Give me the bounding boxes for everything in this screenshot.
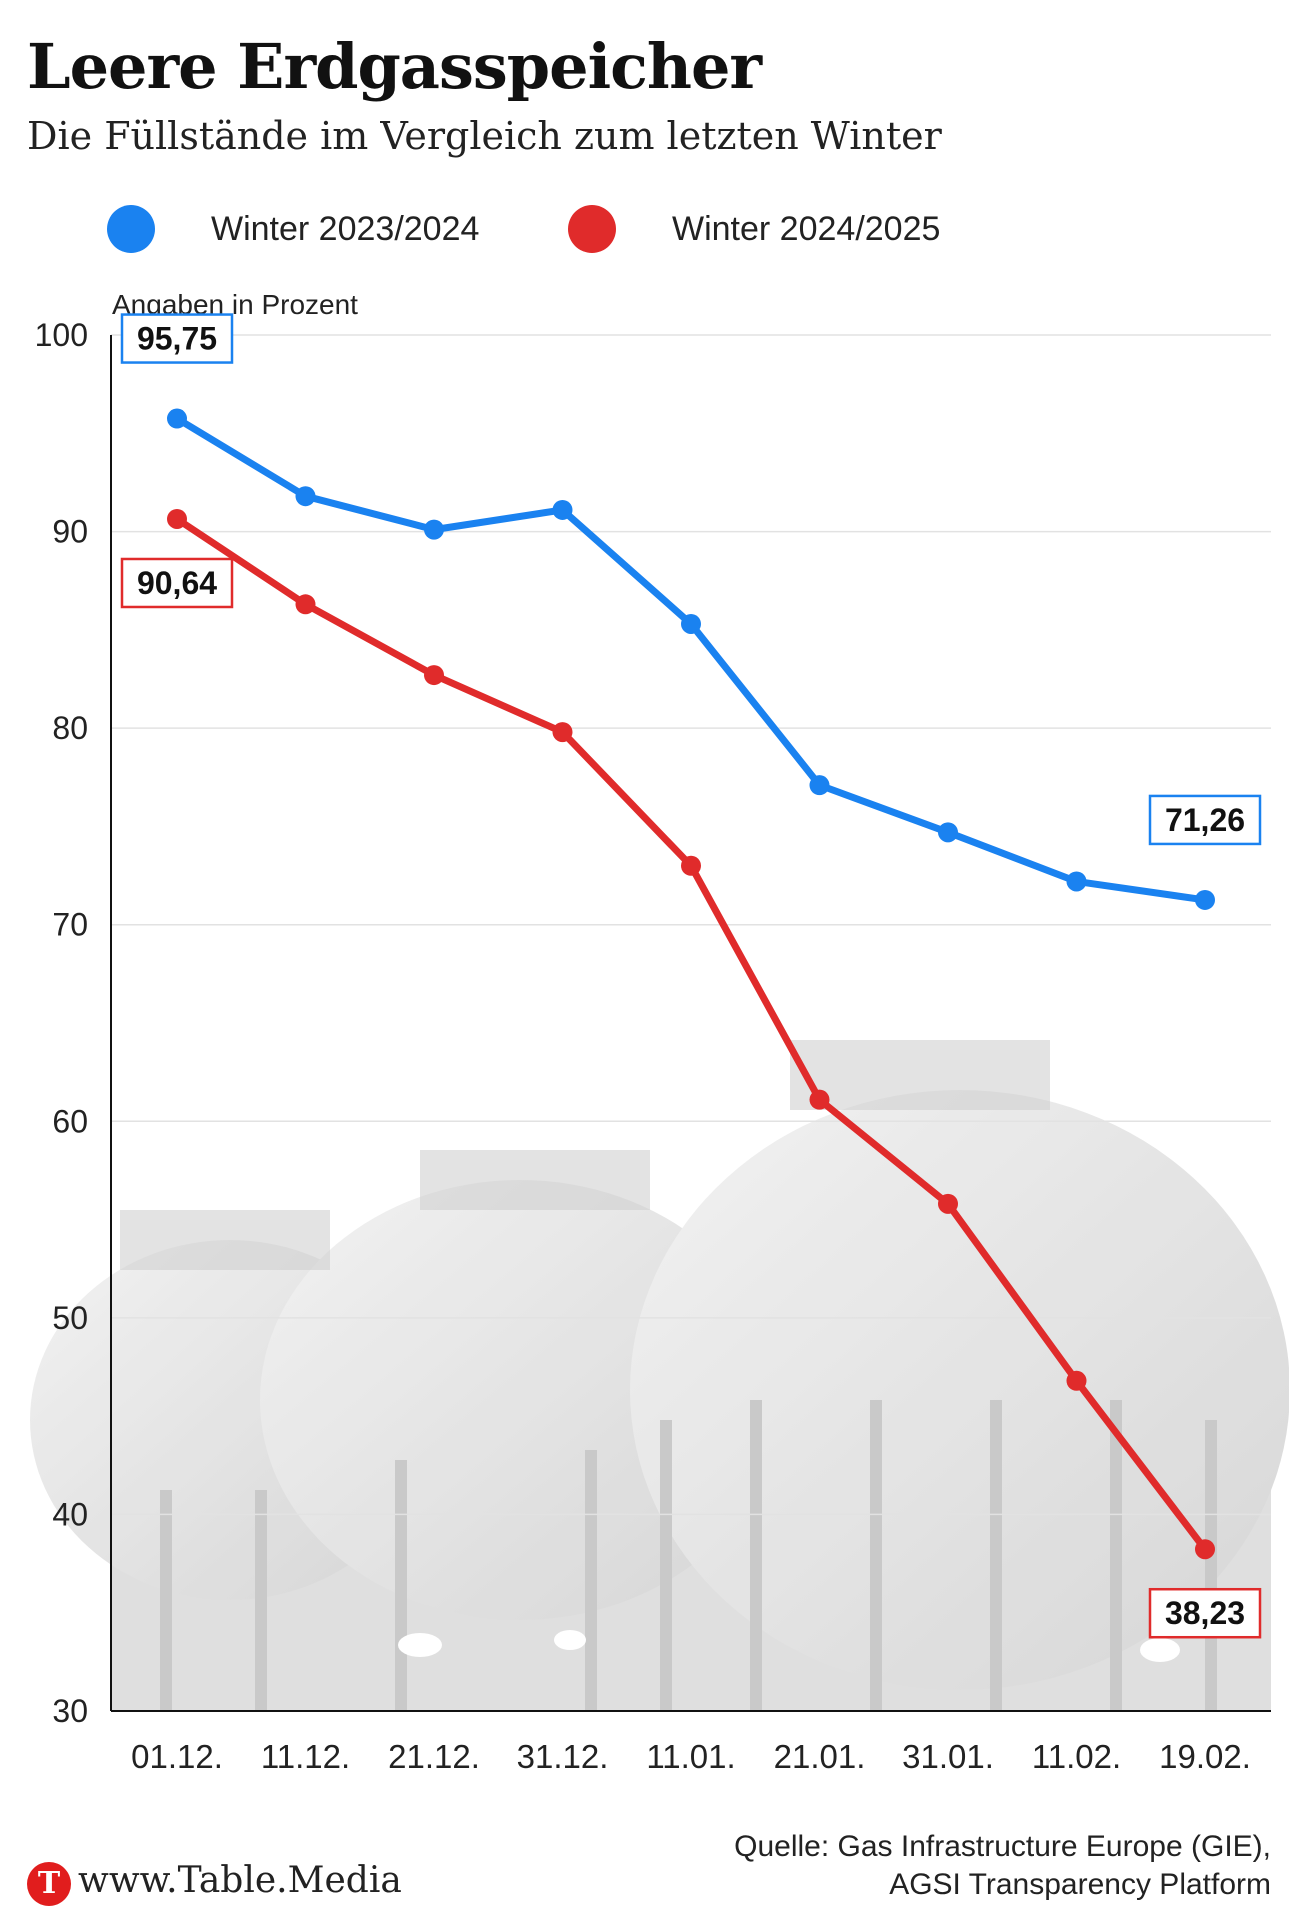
source-line: AGSI Transparency Platform	[889, 1868, 1271, 1901]
data-point	[1195, 889, 1215, 910]
legend-dot-blue	[107, 205, 155, 253]
series-line-winter-2023-2024	[173, 415, 1209, 904]
chart-title: Leere Erdgasspeicher	[27, 30, 762, 103]
legend-label: Winter 2023/2024	[211, 209, 480, 248]
data-point	[1066, 1370, 1087, 1391]
value-label-text: 38,23	[1165, 1595, 1245, 1631]
data-point	[552, 499, 573, 520]
y-tick-label: 50	[52, 1300, 88, 1336]
data-point	[938, 822, 958, 843]
y-tick-label: 40	[52, 1496, 88, 1532]
value-label-text: 71,26	[1165, 802, 1245, 838]
table-media-logo-icon: T	[27, 1862, 71, 1906]
value-label: 90,64	[120, 557, 234, 609]
line-chart: 30 40 50 60 70 80 90 100 01.12. 11.12. 21.12. 31.1…	[30, 289, 1289, 1775]
data-point	[1195, 1539, 1215, 1560]
x-tick-label: 01.12.	[131, 1738, 223, 1775]
legend-item-winter-2023-2024: Winter 2023/2024	[107, 205, 479, 253]
data-point	[809, 775, 830, 796]
legend-dot-red	[568, 205, 616, 253]
value-label: 38,23	[1148, 1587, 1262, 1639]
y-tick-label: 60	[52, 1103, 88, 1139]
legend-item-winter-2024-2025: Winter 2024/2025	[568, 205, 940, 253]
data-labels: 95,75 71,26 90,64 38,23	[120, 313, 1262, 1639]
data-point	[295, 486, 316, 507]
source-line: Quelle: Gas Infrastructure Europe (GIE),	[734, 1830, 1271, 1863]
data-point	[552, 722, 573, 743]
y-tick-label: 100	[35, 317, 88, 353]
x-tick-label: 31.01.	[902, 1738, 994, 1775]
data-point	[167, 408, 187, 429]
y-tick-label: 30	[52, 1693, 88, 1729]
x-tick-label: 11.12.	[261, 1738, 350, 1775]
value-label: 95,75	[120, 313, 234, 364]
x-tick-label: 21.01.	[774, 1738, 866, 1775]
legend-label: Winter 2024/2025	[672, 209, 941, 248]
data-point	[809, 1089, 830, 1110]
chart-subtitle: Die Füllstände im Vergleich zum letzten …	[27, 114, 942, 158]
x-axis: 01.12. 11.12. 21.12. 31.12. 11.01. 21.01. 31.0…	[131, 1738, 1251, 1775]
x-tick-label: 11.01.	[646, 1738, 735, 1775]
value-label-box	[120, 557, 234, 609]
grid-lines	[111, 334, 1271, 1712]
value-label-box	[1148, 794, 1262, 846]
data-point	[424, 665, 444, 686]
footer-site: www.Table.Media	[78, 1860, 402, 1901]
data-point	[167, 508, 187, 529]
data-point	[295, 594, 316, 615]
x-tick-label: 19.02.	[1159, 1738, 1251, 1775]
data-point	[424, 519, 444, 540]
value-label: 71,26	[1148, 794, 1262, 846]
value-label-box	[1148, 1587, 1262, 1639]
y-tick-label: 90	[52, 514, 88, 550]
source-note: Quelle: Gas Infrastructure Europe (GIE),…	[734, 1828, 1271, 1904]
value-label-text: 90,64	[137, 565, 217, 601]
x-tick-label: 11.02.	[1032, 1738, 1121, 1775]
value-label-text: 95,75	[137, 321, 217, 357]
data-point	[1066, 871, 1087, 892]
y-tick-label: 70	[52, 907, 88, 943]
data-point	[681, 855, 701, 876]
x-tick-label: 31.12.	[517, 1738, 609, 1775]
background-photo	[30, 1040, 1289, 1711]
data-point	[938, 1193, 958, 1214]
y-axis: 30 40 50 60 70 80 90 100	[35, 317, 88, 1729]
value-label-box	[120, 313, 234, 364]
data-point	[681, 613, 701, 634]
series-layer	[167, 408, 1215, 1560]
y-tick-label: 80	[52, 710, 88, 746]
x-tick-label: 21.12.	[388, 1738, 480, 1775]
